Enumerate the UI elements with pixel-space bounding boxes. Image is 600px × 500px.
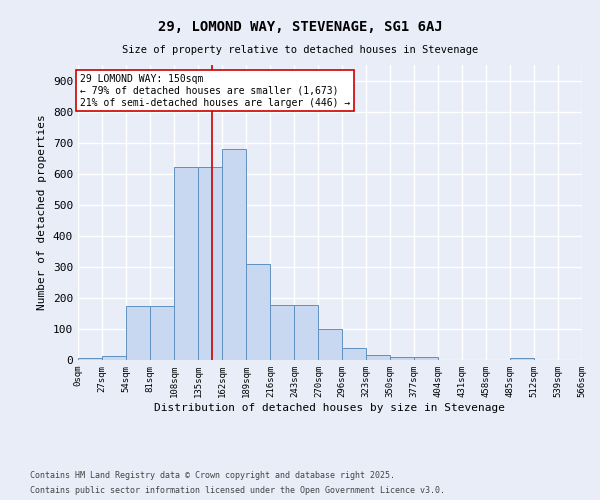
Bar [78,358,102,360]
Bar [150,306,174,360]
Y-axis label: Number of detached properties: Number of detached properties [37,114,47,310]
Bar [365,356,389,360]
Bar [174,168,198,360]
Bar [271,304,295,360]
Bar [414,357,438,360]
Bar [295,304,319,360]
Bar [510,358,534,360]
Text: 29, LOMOND WAY, STEVENAGE, SG1 6AJ: 29, LOMOND WAY, STEVENAGE, SG1 6AJ [158,20,442,34]
Text: Contains HM Land Registry data © Crown copyright and database right 2025.: Contains HM Land Registry data © Crown c… [30,471,395,480]
Bar [126,306,150,360]
Text: Contains public sector information licensed under the Open Government Licence v3: Contains public sector information licen… [30,486,445,495]
Bar [389,357,414,360]
X-axis label: Distribution of detached houses by size in Stevenage: Distribution of detached houses by size … [155,402,505,412]
Bar [102,356,126,360]
Text: 29 LOMOND WAY: 150sqm
← 79% of detached houses are smaller (1,673)
21% of semi-d: 29 LOMOND WAY: 150sqm ← 79% of detached … [80,74,350,108]
Bar [222,150,246,360]
Bar [246,264,271,360]
Bar [341,348,365,360]
Text: Size of property relative to detached houses in Stevenage: Size of property relative to detached ho… [122,45,478,55]
Bar [198,168,222,360]
Bar [319,329,343,360]
